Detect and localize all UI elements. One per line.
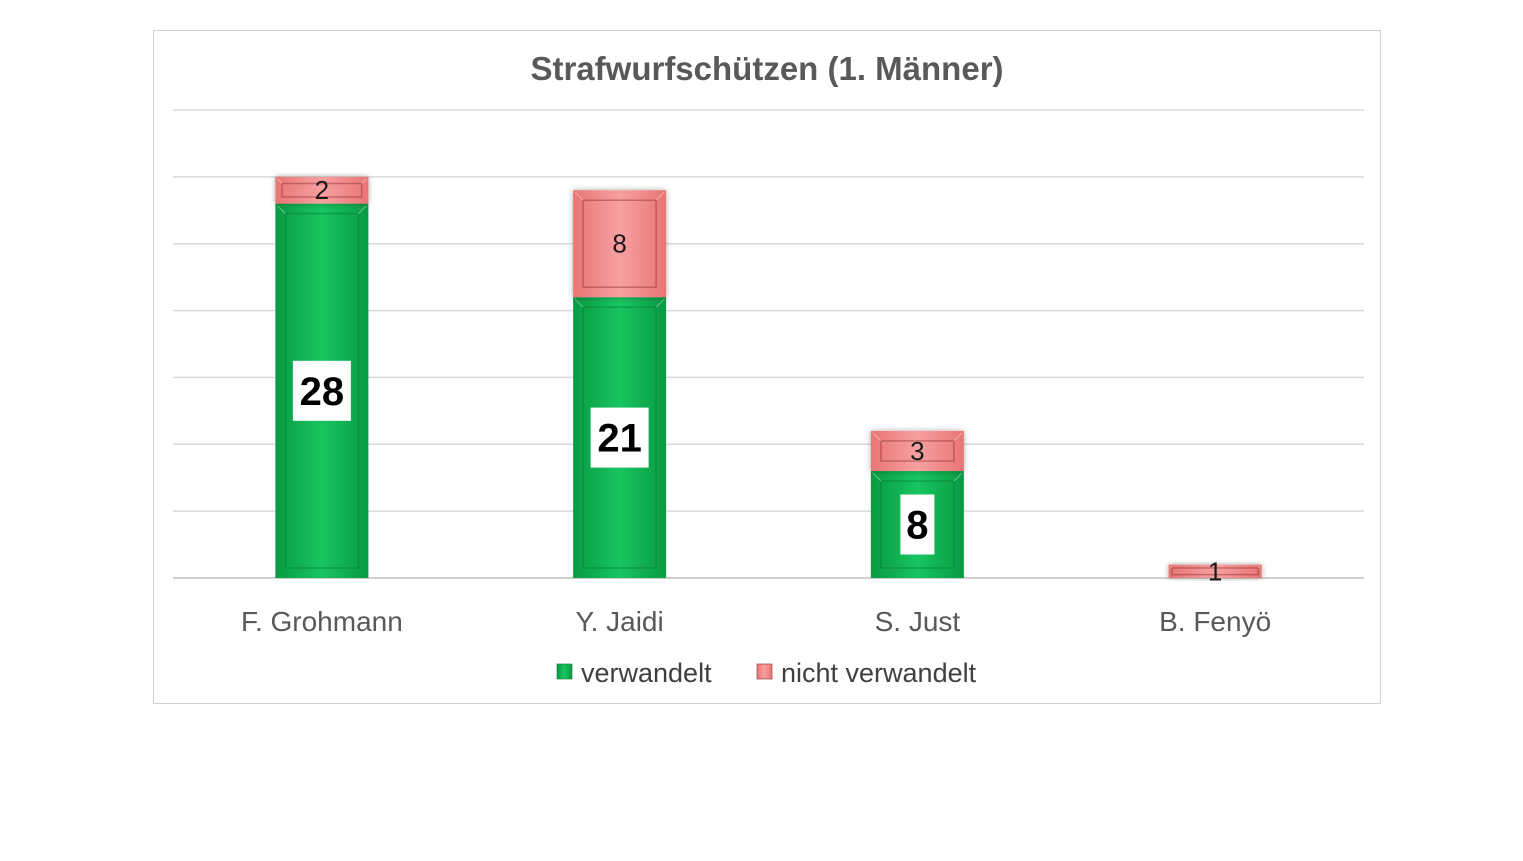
bar-bevel bbox=[880, 480, 955, 569]
gridlines bbox=[173, 109, 1364, 579]
legend-label: verwandelt bbox=[581, 658, 712, 688]
chart-svg: Strafwurfschützen (1. Männer) 282218831 … bbox=[173, 50, 1364, 688]
category-label: Y. Jaidi bbox=[576, 606, 664, 637]
bar-bevel-edge bbox=[361, 178, 367, 184]
bar-segment bbox=[870, 430, 964, 472]
bar-bevel-edge bbox=[953, 432, 963, 442]
data-label-box bbox=[292, 360, 351, 421]
bar-segment bbox=[275, 176, 369, 204]
bar-bevel-edge bbox=[953, 472, 963, 482]
bar-nicht-verwandelt bbox=[1168, 564, 1262, 578]
data-label: 1 bbox=[1208, 556, 1222, 586]
bar-bevel-edge bbox=[1257, 566, 1260, 569]
category-label: B. Fenyö bbox=[1159, 606, 1271, 637]
bar-nicht-verwandelt bbox=[573, 190, 667, 298]
bar-nicht-verwandelt bbox=[275, 176, 369, 204]
data-label: 8 bbox=[612, 229, 626, 259]
legend-item: verwandelt bbox=[556, 658, 712, 688]
legend: verwandelt nicht verwandelt bbox=[556, 658, 977, 688]
chart-container: Strafwurfschützen (1. Männer) 28 2 21 8 8 3 1 … bbox=[153, 30, 1381, 704]
data-label-box bbox=[590, 407, 649, 468]
bar-bevel-edge bbox=[1170, 566, 1173, 569]
bar-bevel-edge bbox=[358, 205, 367, 214]
bar-bevel-edge bbox=[277, 205, 286, 214]
category-label: S. Just bbox=[875, 606, 961, 637]
bar-bevel bbox=[281, 182, 363, 198]
bar-layer: 28 2 21 8 8 3 1 bbox=[275, 175, 1262, 586]
data-label: 28 bbox=[300, 370, 345, 414]
bar-bevel-edge bbox=[574, 191, 584, 201]
legend-swatch bbox=[556, 663, 573, 680]
bar-bevel-edge bbox=[574, 298, 584, 308]
bar-bevel-edge bbox=[277, 178, 283, 184]
bar-bevel bbox=[284, 212, 360, 569]
data-label: 2 bbox=[315, 175, 329, 205]
bar-bevel-edge bbox=[655, 298, 665, 308]
data-label: 21 bbox=[597, 417, 642, 461]
category-axis: F. Grohmann Y. Jaidi S. Just B. Fenyö bbox=[241, 606, 1271, 637]
bar-bevel bbox=[1171, 567, 1260, 576]
bar-bevel bbox=[582, 306, 657, 569]
data-label: 3 bbox=[910, 436, 924, 466]
bar-segment bbox=[573, 190, 667, 298]
data-label: 8 bbox=[906, 504, 928, 548]
bar-bevel bbox=[880, 440, 955, 462]
bar-bevel-edge bbox=[655, 191, 665, 201]
bar-bevel-edge bbox=[872, 432, 882, 442]
category-label: F. Grohmann bbox=[241, 606, 403, 637]
legend-label: nicht verwandelt bbox=[781, 658, 977, 688]
bar-bevel bbox=[582, 199, 657, 288]
legend-swatch bbox=[756, 663, 773, 680]
chart-title: Strafwurfschützen (1. Männer) bbox=[530, 50, 1003, 87]
bar-segment bbox=[1168, 564, 1262, 578]
data-label-box bbox=[900, 494, 935, 555]
legend-item: nicht verwandelt bbox=[756, 658, 977, 688]
bar-bevel-edge bbox=[872, 472, 882, 482]
bar-nicht-verwandelt bbox=[870, 430, 964, 472]
